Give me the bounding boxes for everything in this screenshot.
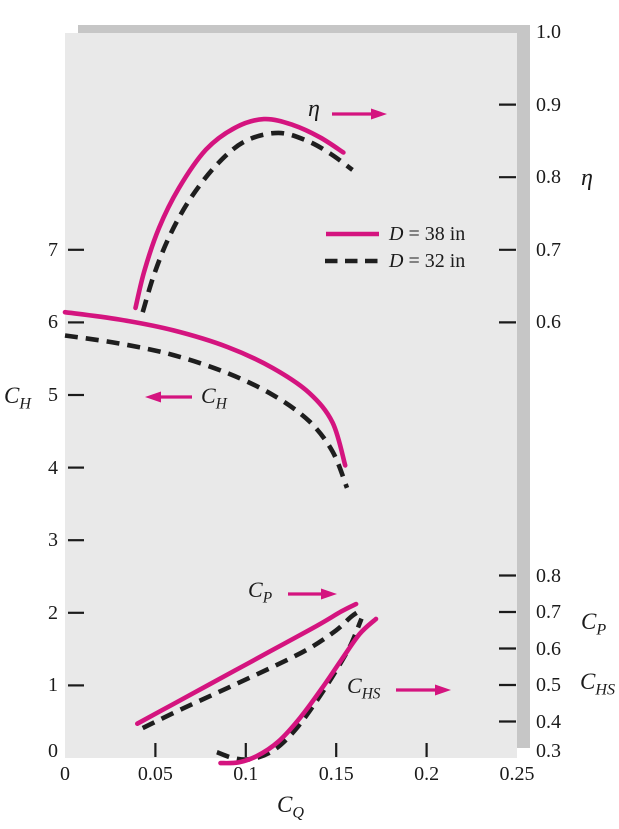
right-axis-tick-label: 0.8 [536,564,561,587]
eta-axis-tick-label: 0.9 [536,93,561,116]
legend-line-samples [325,231,379,264]
x-axis-tick-label: 0.1 [233,763,259,785]
annotation-arrows [145,108,451,696]
eta-axis-tick-label: 0.6 [536,311,561,334]
curve-eta-d38 [133,116,346,311]
eta-axis-label: η [581,165,593,191]
curve-cp-d32 [141,610,360,731]
legend-item-d38: D = 38 in [389,223,466,245]
left-axis-tick-label: 0 [48,740,58,762]
x-axis-tick-label: 0 [60,763,70,785]
right-axis-tick-label: 0.3 [536,740,561,762]
left-axis-tick-label: 7 [48,238,58,261]
eta-axis-tick-label: 0.7 [536,238,561,261]
eta-axis-tick-label: 0.8 [536,166,561,189]
x-axis-tick-label: 0.05 [137,763,173,785]
cp-axis-label: CP [581,609,607,639]
chs-curve-annotation: CHS [347,673,381,703]
left-axis-tick-label: 2 [48,601,58,624]
left-axis-tick-label: 4 [48,456,58,479]
x-axis-tick-label: 0.15 [318,763,354,785]
left-axis-label: CH [4,383,31,413]
right-axis-tick-label: 0.6 [536,637,561,660]
eta-curve-annotation: η [308,96,320,122]
chs-axis-label: CHS [580,669,616,699]
plot-area [65,33,517,758]
curve-eta-d32 [140,130,354,313]
cp-curve-annotation: CP [248,577,273,607]
curve-ch-d32 [64,333,350,489]
left-axis-tick-label: 1 [48,674,58,697]
x-axis-tick-label: 0.2 [414,763,440,785]
curve-cp-d38 [135,601,359,726]
data-curves [62,116,379,766]
curve-chs-d38 [218,616,379,766]
right-axis-tick-label: 0.7 [536,601,561,623]
ch-curve-annotation: CH [201,383,227,413]
x-axis-label: CQ [277,792,304,822]
eta-axis-tick-label: 1.0 [536,21,561,43]
left-axis-tick-label: 5 [48,384,58,406]
left-axis-tick-label: 3 [48,529,58,552]
legend-item-d32: D = 32 in [389,250,466,272]
curve-chs-d32 [216,617,364,762]
x-axis-tick-label: 0.25 [499,763,535,785]
left-axis-tick-label: 6 [48,311,58,334]
right-axis-tick-label: 0.5 [536,674,561,696]
axis-tick-marks [68,103,516,757]
right-axis-tick-label: 0.4 [536,710,561,733]
curve-ch-d38 [62,309,348,468]
